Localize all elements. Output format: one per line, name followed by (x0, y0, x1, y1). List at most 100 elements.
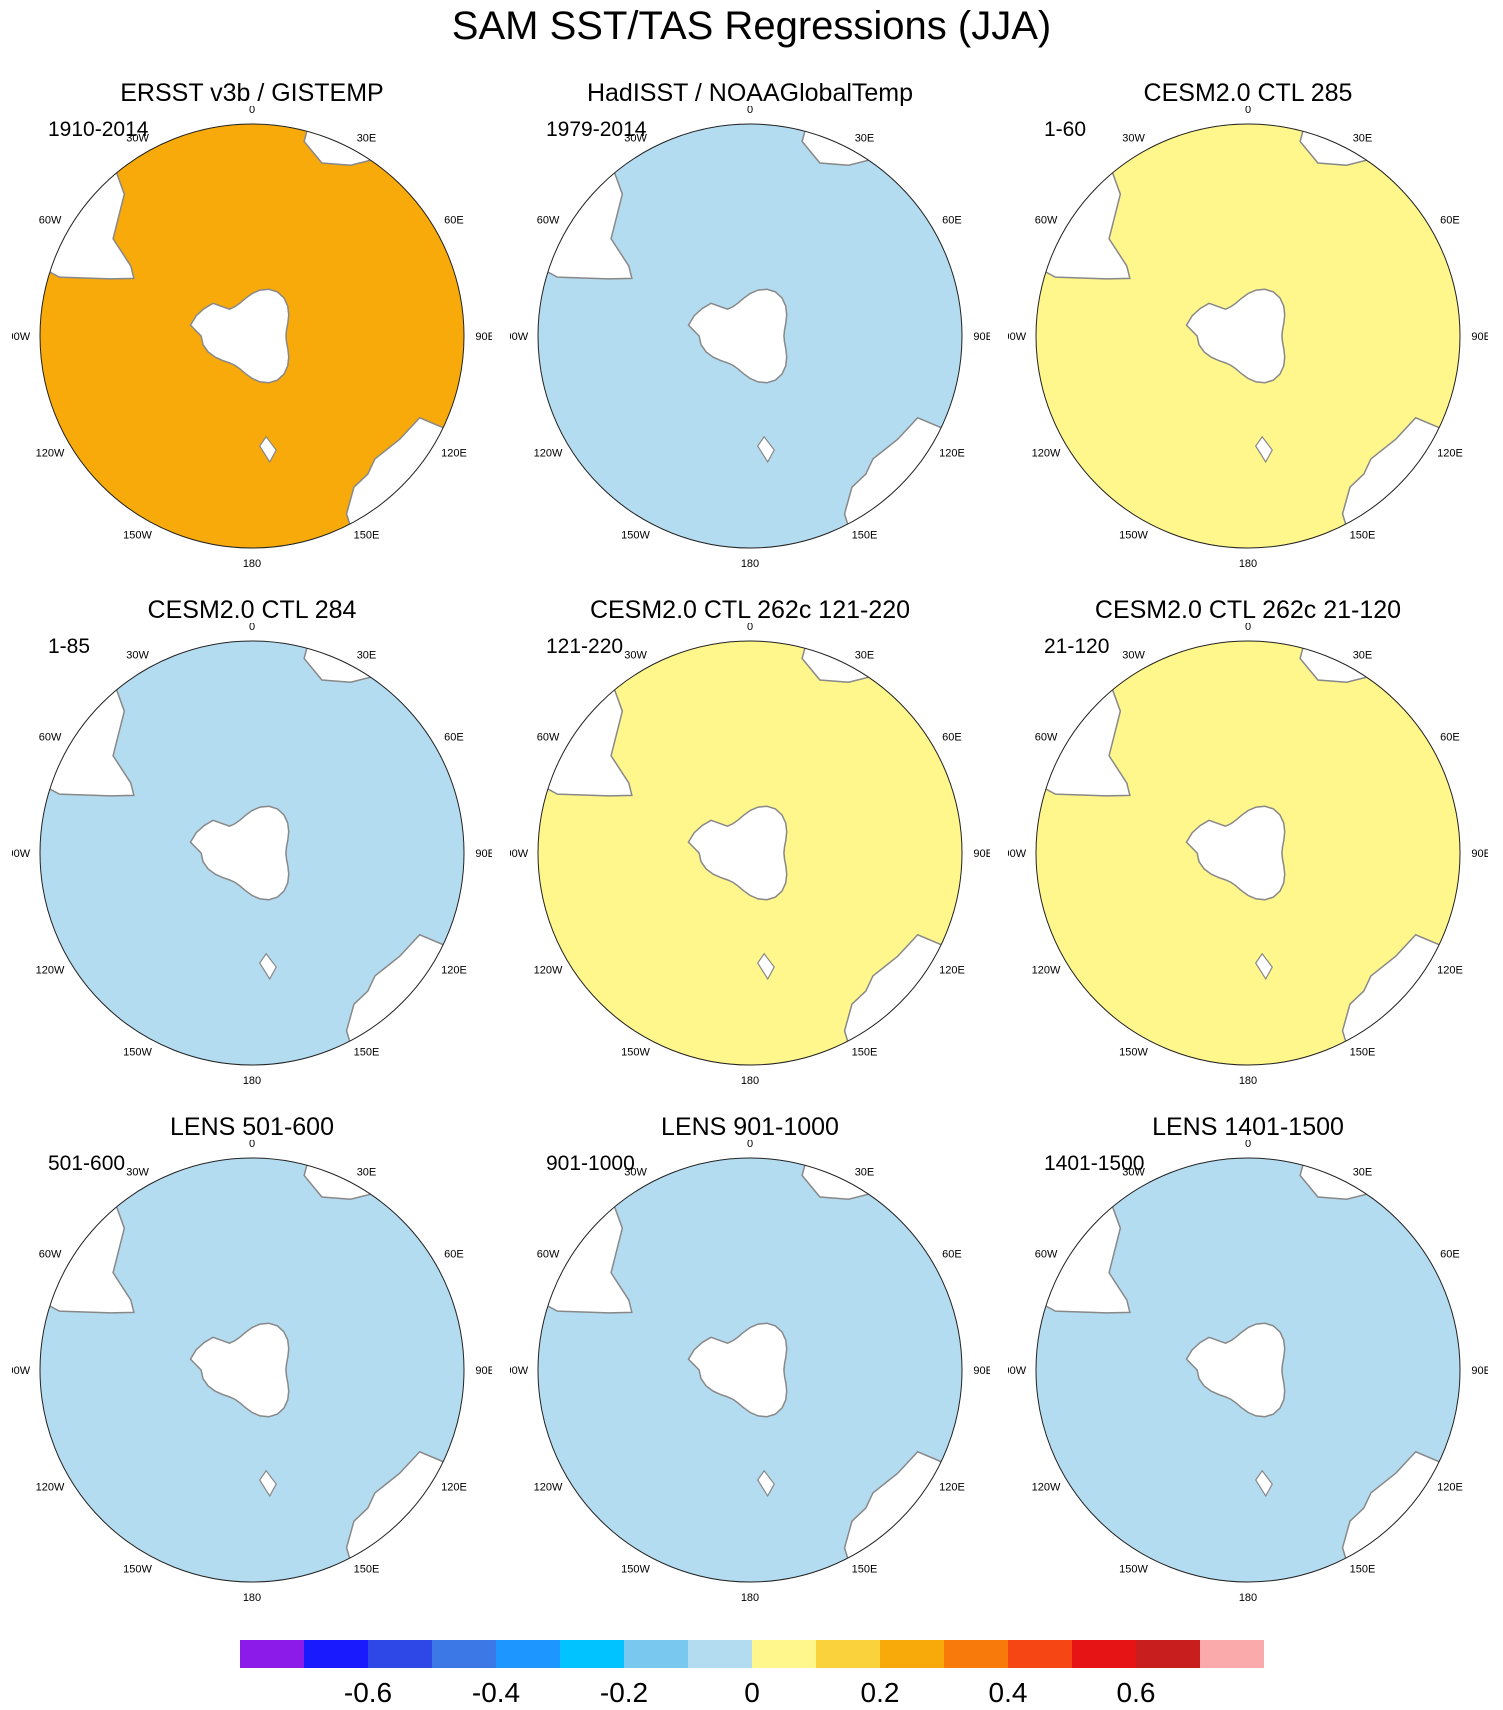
longitude-label: 90W (12, 1365, 31, 1377)
map-panel: ERSST v3b / GISTEMP 1910-2014 0 30E 60E 90E… (12, 78, 492, 588)
longitude-label: 30W (1122, 650, 1145, 662)
longitude-label: 150E (1350, 1563, 1376, 1575)
longitude-label: 120E (441, 1482, 467, 1494)
map-field (1036, 124, 1460, 548)
panel-title: LENS 901-1000 (661, 1113, 839, 1141)
longitude-label: 30W (624, 1167, 647, 1179)
new-zealand-landmass (756, 952, 775, 981)
longitude-label: 180 (1239, 558, 1257, 570)
new-zealand-landmass (1254, 435, 1273, 464)
map-outline (1035, 640, 1461, 1066)
longitude-label: 120W (1032, 448, 1061, 460)
south-america-landmass (1036, 1158, 1131, 1314)
map-panel: LENS 901-1000 901-1000 0 30E 60E 90E 120E 150… (510, 1112, 990, 1622)
polar-map: 0 30E 60E 90E 120E 150E 180 150W 120W 90W 60W 30W (12, 106, 492, 570)
longitude-label: 120E (1437, 448, 1463, 460)
longitude-label: 60W (39, 214, 62, 226)
longitude-label: 30W (1122, 133, 1145, 145)
longitude-label: 150W (123, 529, 152, 541)
longitude-label: 150W (621, 529, 650, 541)
longitude-label: 120W (36, 1482, 65, 1494)
longitude-label: 30E (357, 650, 377, 662)
longitude-label: 150W (1119, 529, 1148, 541)
colorbar: -0.6 -0.4 -0.2 0 0.2 0.4 0.6 (240, 1640, 1264, 1708)
longitude-label: 90W (12, 331, 31, 343)
map-panel: LENS 1401-1500 1401-1500 0 30E 60E 90E 120E 1… (1008, 1112, 1488, 1622)
longitude-label: 90E (475, 1365, 492, 1377)
antarctica-landmass (189, 288, 290, 384)
colorbar-segment (688, 1640, 752, 1668)
longitude-label: 120E (1437, 965, 1463, 977)
longitude-label: 120E (441, 965, 467, 977)
longitude-label: 90W (1008, 848, 1027, 860)
panel-title: CESM2.0 CTL 284 (147, 596, 357, 624)
colorbar-tick-label: 0 (744, 1677, 760, 1708)
colorbar-segment (304, 1640, 368, 1668)
map-field (40, 124, 464, 548)
colorbar-tick-label: 0.4 (989, 1677, 1028, 1708)
new-zealand-landmass (756, 435, 775, 464)
longitude-label: 150E (354, 1563, 380, 1575)
longitude-label: 30E (1353, 650, 1373, 662)
longitude-label: 60E (942, 731, 962, 743)
longitude-label: 120E (939, 965, 965, 977)
polar-map: 0 30E 60E 90E 120E 150E 180 150W 120W 90W 60W 30W (1008, 623, 1488, 1087)
longitude-label: 180 (741, 1075, 759, 1087)
colorbar-tick-label: -0.6 (344, 1677, 392, 1708)
colorbar-tick-label: -0.4 (472, 1677, 520, 1708)
colorbar-segment (1200, 1640, 1264, 1668)
antarctica-landmass (687, 288, 788, 384)
south-america-landmass (1036, 124, 1131, 280)
south-america-landmass (40, 124, 135, 280)
longitude-label: 60E (444, 1248, 464, 1260)
longitude-label: 150W (1119, 1563, 1148, 1575)
map-field (538, 641, 962, 1065)
colorbar-segment (624, 1640, 688, 1668)
longitude-label: 120W (36, 965, 65, 977)
longitude-label: 150W (123, 1046, 152, 1058)
panel-title: LENS 1401-1500 (1152, 1113, 1344, 1141)
longitude-label: 150W (123, 1563, 152, 1575)
colorbar-segment (1136, 1640, 1200, 1668)
colorbar-segment (944, 1640, 1008, 1668)
longitude-label: 30E (1353, 1167, 1373, 1179)
south-america-landmass (40, 1158, 135, 1314)
south-america-landmass (538, 641, 633, 797)
longitude-label: 30E (855, 133, 875, 145)
longitude-label: 120W (1032, 1482, 1061, 1494)
map-outline (39, 123, 465, 549)
map-panel: LENS 501-600 501-600 0 30E 60E 90E 120E 150E 1… (12, 1112, 492, 1622)
colorbar-segment (816, 1640, 880, 1668)
antarctica-landmass (189, 1322, 290, 1418)
longitude-label: 150E (1350, 1046, 1376, 1058)
polar-map: 0 30E 60E 90E 120E 150E 180 150W 120W 90W 60W 30W (1008, 106, 1488, 570)
longitude-label: 90E (1471, 848, 1488, 860)
new-zealand-landmass (258, 952, 277, 981)
longitude-label: 30W (126, 650, 149, 662)
colorbar-segment (432, 1640, 496, 1668)
colorbar-tick-label: 0.2 (861, 1677, 900, 1708)
longitude-label: 120E (939, 1482, 965, 1494)
colorbar-segment (1072, 1640, 1136, 1668)
longitude-label: 120E (441, 448, 467, 460)
polar-map: 0 30E 60E 90E 120E 150E 180 150W 120W 90W 60W 30W (510, 623, 990, 1087)
longitude-label: 90E (475, 331, 492, 343)
longitude-label: 120W (534, 965, 563, 977)
panel-title: ERSST v3b / GISTEMP (120, 79, 384, 107)
panel-period: 1-60 (1044, 118, 1087, 141)
longitude-label: 180 (1239, 1592, 1257, 1604)
longitude-label: 60W (537, 1248, 560, 1260)
map-field (40, 1158, 464, 1582)
longitude-label: 120E (939, 448, 965, 460)
longitude-label: 30W (126, 133, 149, 145)
longitude-label: 90E (973, 1365, 990, 1377)
panel-period: 1979-2014 (546, 118, 647, 141)
map-panel: HadISST / NOAAGlobalTemp 1979-2014 0 30E 6… (510, 78, 990, 588)
longitude-label: 0 (747, 106, 753, 116)
south-america-landmass (40, 641, 135, 797)
antarctica-landmass (1185, 805, 1286, 901)
figure-title: SAM SST/TAS Regressions (JJA) (451, 4, 1052, 48)
map-outline (1035, 123, 1461, 549)
longitude-label: 150E (852, 1046, 878, 1058)
longitude-label: 30E (357, 1167, 377, 1179)
